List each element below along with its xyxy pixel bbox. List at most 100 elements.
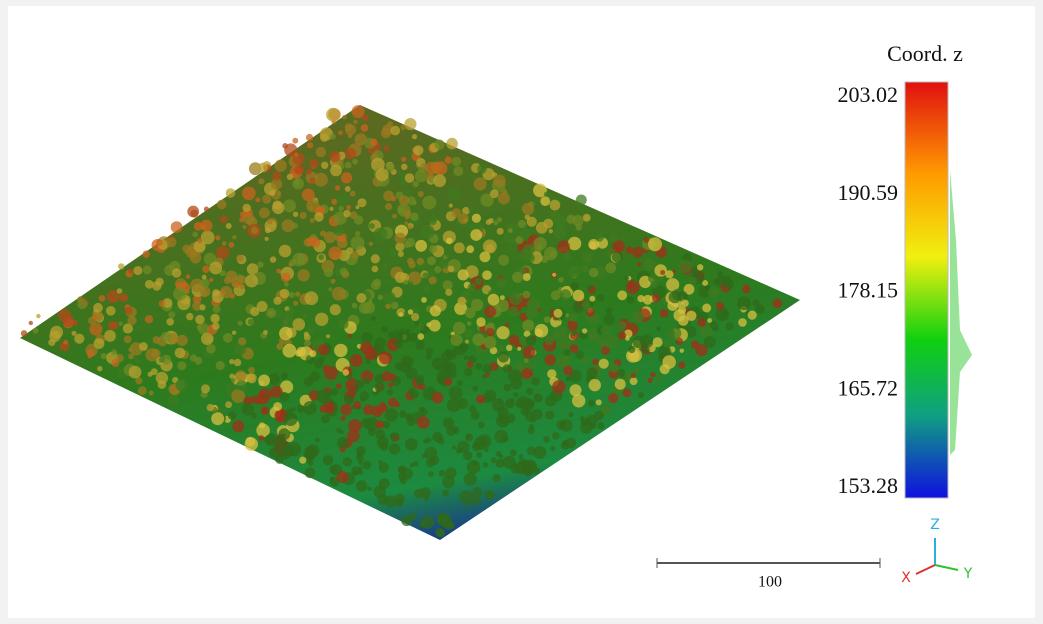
canopy-point (656, 375, 662, 381)
canopy-point (190, 354, 197, 361)
canopy-point (352, 303, 358, 309)
canopy-point (388, 332, 394, 338)
canopy-point (522, 203, 534, 215)
canopy-point (527, 447, 536, 456)
canopy-point (401, 157, 406, 162)
canopy-point (526, 307, 538, 319)
canopy-point (401, 164, 407, 170)
canopy-point (752, 299, 759, 306)
canopy-point (652, 294, 661, 303)
canopy-point (470, 229, 482, 241)
canopy-point (360, 342, 372, 354)
canopy-point (534, 237, 547, 250)
canopy-point (306, 169, 312, 175)
canopy-point (581, 357, 589, 365)
canopy-point (375, 337, 386, 348)
canopy-point (226, 223, 232, 229)
canopy-point (648, 237, 662, 251)
canopy-point (631, 373, 636, 378)
canopy-point (520, 229, 530, 239)
canopy-point (549, 229, 553, 233)
canopy-point (293, 318, 306, 331)
canopy-point (439, 259, 449, 269)
canopy-point (375, 382, 385, 392)
canopy-point (223, 333, 233, 343)
canopy-point (464, 355, 469, 360)
canopy-point (390, 126, 400, 136)
canopy-point (488, 218, 493, 223)
canopy-point (439, 470, 446, 477)
canopy-point (563, 349, 570, 356)
canopy-point (459, 490, 473, 504)
canopy-point (118, 263, 124, 269)
canopy-point (597, 337, 607, 347)
canopy-point (409, 390, 418, 399)
canopy-point (510, 449, 517, 456)
canopy-point (656, 326, 661, 331)
canopy-point (597, 422, 604, 429)
canopy-point (116, 354, 124, 362)
canopy-point (159, 357, 165, 363)
canopy-point (172, 268, 181, 277)
canopy-point (117, 288, 123, 294)
canopy-point (207, 404, 214, 411)
canopy-point (350, 354, 363, 367)
canopy-point (554, 309, 563, 318)
canopy-point (417, 258, 424, 265)
canopy-point (540, 196, 550, 206)
canopy-point (171, 221, 183, 233)
canopy-point (508, 306, 519, 317)
canopy-point (590, 302, 594, 306)
canopy-point (772, 299, 782, 309)
canopy-point (465, 340, 469, 344)
canopy-point (572, 331, 577, 336)
canopy-point (350, 191, 356, 197)
canopy-point (351, 251, 359, 259)
canopy-point (478, 421, 485, 428)
canopy-point (499, 455, 503, 459)
canopy-point (464, 329, 473, 338)
canopy-point (643, 295, 653, 305)
canopy-point (485, 373, 490, 378)
canopy-point (522, 320, 534, 332)
canopy-point (412, 134, 417, 139)
canopy-point (626, 247, 634, 255)
canopy-point (232, 282, 238, 288)
canopy-point (606, 307, 613, 314)
canopy-point (449, 523, 455, 529)
canopy-point (426, 354, 432, 360)
canopy-point (486, 328, 495, 337)
canopy-point (445, 289, 452, 296)
canopy-point (336, 193, 349, 206)
canopy-point (213, 305, 221, 313)
canopy-point (242, 187, 256, 201)
canopy-point (418, 191, 424, 197)
canopy-point (279, 245, 292, 258)
canopy-point (467, 321, 472, 326)
canopy-point (250, 307, 259, 316)
canopy-point (595, 233, 604, 242)
canopy-point (421, 225, 435, 239)
canopy-point (97, 366, 102, 371)
canopy-point (204, 207, 209, 212)
canopy-point (466, 245, 474, 253)
canopy-point (310, 237, 320, 247)
canopy-point (352, 159, 358, 165)
canopy-point (405, 329, 410, 334)
canopy-point (200, 279, 209, 288)
canopy-point (363, 378, 370, 385)
canopy-point (338, 206, 343, 211)
canopy-point (506, 345, 512, 351)
canopy-point (280, 392, 290, 402)
canopy-point (356, 480, 368, 492)
canopy-point (446, 426, 456, 436)
canopy-point (434, 139, 444, 149)
canopy-point (273, 200, 282, 209)
canopy-point (449, 386, 463, 400)
canopy-point (560, 289, 571, 300)
canopy-point (314, 212, 324, 222)
canopy-point (345, 123, 353, 131)
canopy-point (446, 138, 458, 150)
canopy-point (182, 245, 191, 254)
canopy-point (535, 394, 540, 399)
